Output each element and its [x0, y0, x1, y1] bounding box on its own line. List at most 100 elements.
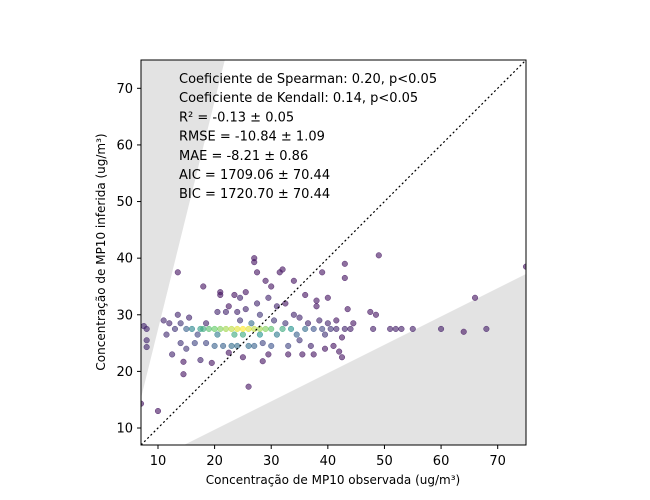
data-point [180, 358, 187, 365]
data-point [242, 306, 249, 313]
data-point [271, 317, 278, 324]
shaded-regions [141, 60, 526, 445]
data-point [222, 308, 229, 315]
data-points [141, 252, 526, 415]
x-tick-label: 30 [263, 454, 280, 469]
data-point [392, 325, 399, 332]
data-point [239, 354, 246, 361]
data-point [296, 337, 303, 344]
x-axis-label: Concentração de MP10 observada (ug/m³) [206, 473, 460, 487]
data-point [262, 277, 269, 284]
x-tick-label: 10 [150, 454, 167, 469]
data-point [483, 325, 490, 332]
data-point [321, 331, 329, 338]
data-point [245, 325, 252, 332]
data-point [262, 325, 269, 332]
data-point [304, 320, 312, 327]
x-tick-label: 70 [489, 454, 506, 469]
data-point [154, 407, 162, 415]
y-axis-label: Concentração de MP10 inferida (ug/m³) [94, 133, 108, 370]
data-point [287, 325, 295, 332]
y-tick-label: 30 [116, 308, 133, 323]
data-point [211, 325, 218, 332]
data-point [143, 344, 150, 351]
data-point [341, 274, 348, 282]
data-point [211, 342, 218, 349]
data-point [471, 294, 479, 301]
data-point [279, 266, 286, 273]
stats-annotation-line: RMSE = -10.84 ± 1.09 [179, 130, 325, 145]
x-tick-label: 40 [320, 454, 337, 469]
data-point [302, 291, 309, 299]
data-point [341, 325, 348, 332]
data-point [237, 317, 244, 324]
data-point [293, 331, 300, 338]
data-point [163, 331, 170, 338]
y-tick-label: 50 [116, 195, 133, 210]
data-point [143, 325, 150, 332]
data-point [183, 345, 190, 352]
data-point [256, 331, 263, 338]
shaded-region-1 [141, 60, 225, 399]
data-point [265, 294, 272, 301]
data-point [214, 331, 221, 338]
data-point [141, 400, 145, 407]
y-tick-label: 20 [116, 365, 133, 380]
data-point [251, 259, 258, 266]
data-point [319, 269, 326, 276]
data-point [248, 320, 255, 327]
data-point [279, 325, 286, 332]
data-point [259, 358, 266, 365]
data-point [194, 331, 201, 338]
data-point [237, 294, 244, 301]
data-point [375, 252, 382, 259]
stats-annotation-line: Coeficiente de Kendall: 0.14, p<0.05 [179, 91, 418, 106]
data-point [299, 351, 306, 358]
data-point [174, 311, 181, 318]
data-point [344, 306, 351, 313]
data-point [347, 325, 354, 332]
plot-frame [140, 59, 527, 446]
data-point [200, 283, 207, 290]
data-point [336, 348, 343, 355]
data-point [302, 325, 309, 332]
stats-annotations: Coeficiente de Spearman: 0.20, p<0.05 Coe… [179, 72, 437, 202]
data-point [217, 291, 224, 299]
data-point [228, 342, 235, 349]
data-point [341, 260, 348, 267]
stats-annotation-line: AIC = 1709.06 ± 70.44 [179, 168, 330, 183]
data-point [245, 342, 252, 349]
data-point [333, 317, 340, 324]
data-point [310, 351, 317, 358]
stats-annotation-line: BIC = 1720.70 ± 70.44 [179, 187, 330, 202]
data-point [290, 311, 297, 318]
data-point [273, 331, 280, 338]
data-point [387, 325, 394, 332]
data-point [319, 325, 326, 332]
data-point [234, 342, 241, 349]
shaded-region-2 [184, 274, 526, 445]
data-point [217, 325, 224, 332]
data-point [259, 340, 266, 347]
stats-annotation-line: R² = -0.13 ± 0.05 [179, 110, 294, 125]
data-point [203, 340, 210, 347]
data-point [208, 359, 215, 366]
data-point [460, 328, 467, 335]
data-point [214, 308, 221, 315]
x-tick-label: 60 [433, 454, 450, 469]
data-point [370, 325, 377, 332]
data-point [327, 325, 334, 332]
data-point [183, 325, 190, 332]
data-point [188, 325, 196, 332]
data-point [324, 320, 331, 327]
data-point [231, 291, 238, 299]
data-point [313, 297, 320, 304]
data-point [256, 311, 263, 318]
data-point [143, 337, 150, 344]
data-point [330, 342, 337, 349]
y-tick-label: 40 [116, 252, 133, 267]
data-point [316, 317, 323, 324]
y-tick-label: 10 [116, 422, 133, 437]
data-point [171, 325, 179, 332]
x-tick-label: 20 [206, 454, 223, 469]
